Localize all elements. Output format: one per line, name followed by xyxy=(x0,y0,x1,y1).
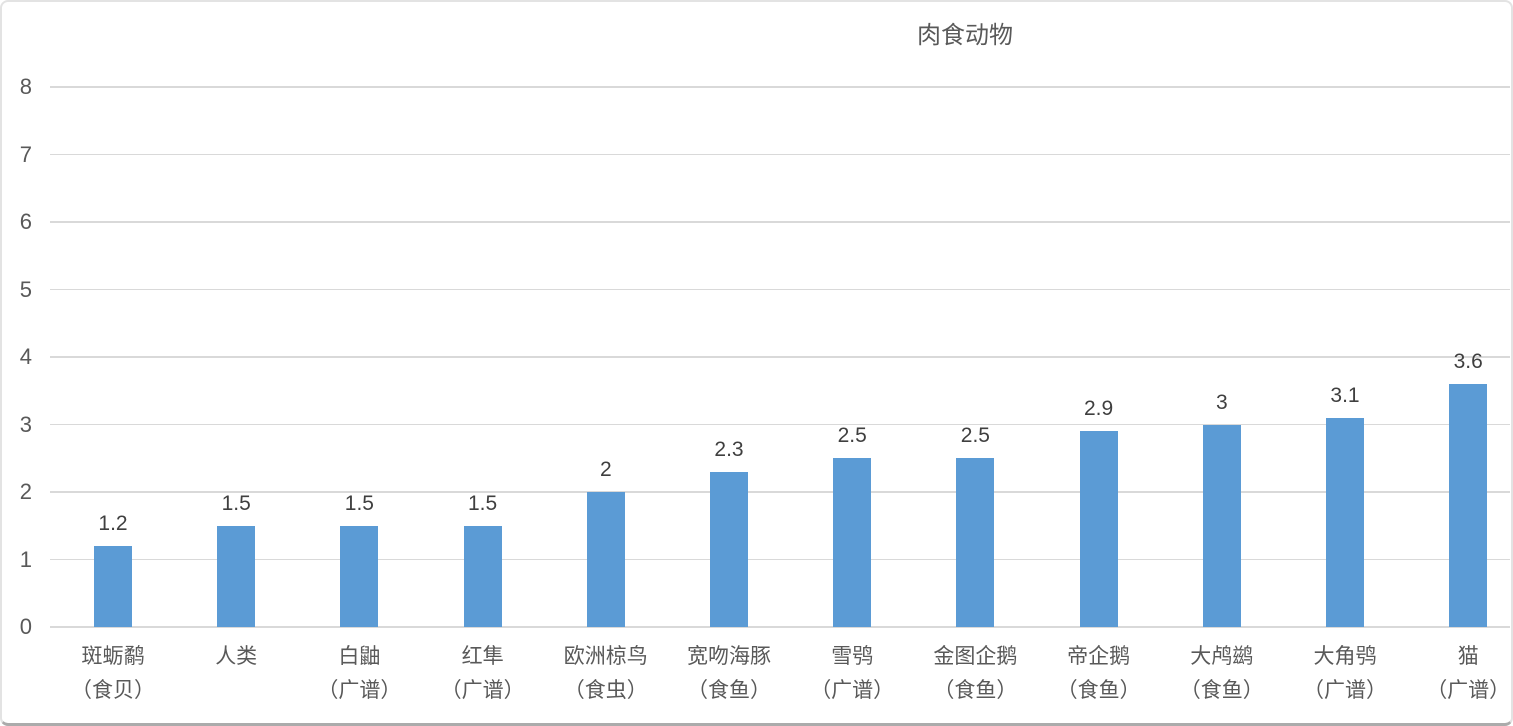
x-axis-category-label-line: （广谱） xyxy=(317,679,402,702)
x-axis-category-label: 欧洲椋鸟 （食虫） xyxy=(528,640,684,708)
bar xyxy=(833,458,872,627)
chart-title: 肉食动物 xyxy=(917,22,1013,49)
x-axis-category-label-line: 欧洲椋鸟 xyxy=(563,645,648,668)
data-label: 2.9 xyxy=(1083,397,1114,421)
gridline xyxy=(50,221,1510,223)
x-axis-category-label-line: （食鱼） xyxy=(687,679,771,702)
x-axis-category-label: 猫 （广谱） xyxy=(1390,640,1511,708)
gridline xyxy=(50,288,1510,291)
x-axis-category-label-line: 金图企鹅 xyxy=(933,645,1018,668)
gridline xyxy=(50,153,1510,156)
x-axis-category-label-line: 白鼬 xyxy=(338,645,381,668)
data-label: 2.5 xyxy=(837,424,867,448)
gridline xyxy=(50,626,1510,628)
x-axis-category-label: 人类 xyxy=(158,640,314,674)
x-axis-category-label-line: 宽吻海豚 xyxy=(687,645,771,668)
bar xyxy=(94,546,132,627)
bar xyxy=(956,458,995,627)
bar xyxy=(1449,384,1488,627)
x-axis-category-label-line: 人类 xyxy=(215,645,258,668)
bar xyxy=(1202,424,1241,627)
x-axis-category-label: 白鼬 （广谱） xyxy=(281,640,437,708)
x-axis-category-label-line: 猫 xyxy=(1457,645,1479,668)
gridline xyxy=(50,423,1510,426)
data-label: 2 xyxy=(599,458,612,481)
x-axis-category-label: 金图企鹅 （食鱼） xyxy=(897,640,1053,708)
y-axis-tick-label: 6 xyxy=(19,209,32,234)
x-axis-category-label-line: （广谱） xyxy=(1426,679,1511,702)
gridline xyxy=(50,558,1510,561)
x-axis-category-label: 大鸬鹚 （食鱼） xyxy=(1144,640,1300,708)
data-label: 1.2 xyxy=(98,512,128,535)
data-label: 3.1 xyxy=(1330,383,1360,407)
data-label: 2.5 xyxy=(960,424,990,448)
x-axis-category-label: 大角鸮 （广谱） xyxy=(1267,640,1423,708)
bar xyxy=(340,525,379,627)
x-axis-category-label-line: 帝企鹅 xyxy=(1067,645,1131,668)
gridline xyxy=(50,356,1510,358)
gridline xyxy=(50,491,1510,493)
bar xyxy=(217,525,256,627)
x-axis-category-label-line: 大角鸮 xyxy=(1313,645,1377,668)
y-axis-tick-label: 0 xyxy=(19,614,32,639)
y-axis-tick-label: 7 xyxy=(19,141,32,167)
bar xyxy=(586,492,625,627)
y-axis-tick-label: 5 xyxy=(19,276,32,302)
data-label: 1.5 xyxy=(221,491,251,515)
data-label: 3.6 xyxy=(1453,350,1483,373)
x-axis-category-label-line: 雪鸮 xyxy=(831,645,874,668)
y-axis-tick-label: 4 xyxy=(19,344,32,369)
data-label: 1.5 xyxy=(344,491,374,515)
x-axis-category-label: 斑蛎鹬 （食贝） xyxy=(35,640,191,708)
x-axis-category-label-line: 斑蛎鹬 xyxy=(81,645,145,668)
bar xyxy=(710,471,748,627)
x-axis-category-label: 宽吻海豚 （食鱼） xyxy=(651,640,807,708)
data-label: 2.3 xyxy=(714,437,744,461)
x-axis-category-label: 雪鸮 （广谱） xyxy=(774,640,930,708)
x-axis-category-label-line: 大鸬鹚 xyxy=(1190,645,1254,668)
x-axis-category-label-line: （广谱） xyxy=(1303,679,1387,702)
bar xyxy=(1079,431,1118,627)
data-label: 1.5 xyxy=(467,491,498,515)
x-axis-category-label-line: （食鱼） xyxy=(933,679,1018,702)
data-label: 3 xyxy=(1215,390,1228,414)
bar xyxy=(463,525,502,627)
bar xyxy=(1326,417,1364,627)
x-axis-category-label-line: （广谱） xyxy=(440,679,525,702)
x-axis-category-label-line: 红隼 xyxy=(461,645,504,668)
x-axis-category-label: 帝企鹅 （食鱼） xyxy=(1021,640,1177,708)
x-axis-category-label: 红隼 （广谱） xyxy=(405,640,561,708)
x-axis-category-label-line: （食虫） xyxy=(563,679,648,702)
x-axis-category-label-line: （食鱼） xyxy=(1179,679,1264,702)
y-axis-tick-label: 2 xyxy=(19,479,32,504)
y-axis-tick-label: 3 xyxy=(19,411,32,437)
x-axis-category-label-line: （食贝） xyxy=(71,679,155,702)
y-axis-tick-label: 1 xyxy=(19,546,32,572)
y-axis-tick-label: 8 xyxy=(19,74,32,99)
x-axis-category-label-line: （广谱） xyxy=(810,679,895,702)
x-axis-category-label-line: （食鱼） xyxy=(1056,679,1141,702)
gridline xyxy=(50,86,1510,88)
